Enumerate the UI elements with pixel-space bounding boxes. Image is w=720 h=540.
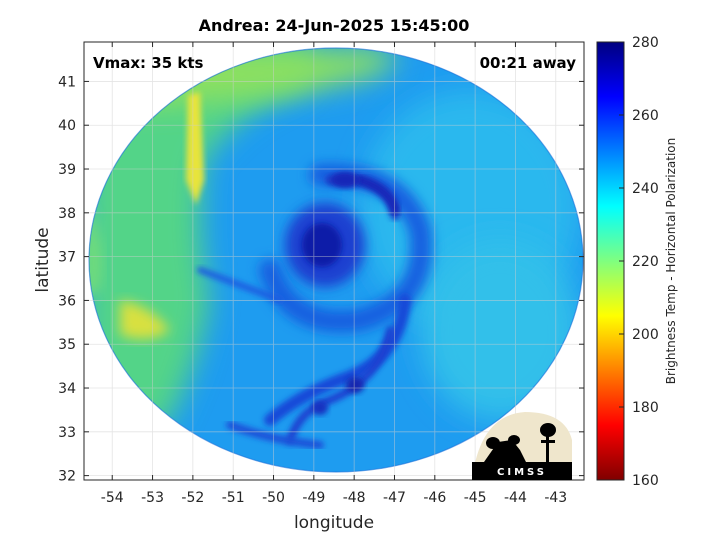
colorbar-tick-label: 180	[632, 400, 659, 416]
y-tick-label: 32	[58, 469, 76, 485]
y-tick-label: 36	[58, 293, 76, 309]
x-tick-label: -52	[181, 490, 204, 506]
y-tick-label: 40	[58, 118, 76, 134]
colorbar-label: Brightness Temp - Horizontal Polarizatio…	[664, 138, 678, 385]
x-tick-label: -51	[222, 490, 245, 506]
x-tick-label: -44	[504, 490, 527, 506]
x-tick-label: -53	[141, 490, 164, 506]
colorbar-tick-label: 260	[632, 108, 659, 124]
cimss-logo: CIMSS	[472, 412, 572, 480]
y-tick-label: 33	[58, 425, 76, 441]
colorbar-tick-label: 200	[632, 327, 659, 343]
y-axis-ticks: 32 33 34 35 36 37 38 39 40 41	[58, 74, 584, 485]
logo-text: CIMSS	[497, 467, 547, 478]
y-tick-label: 41	[58, 74, 76, 90]
time-offset-annotation: 00:21 away	[480, 54, 577, 72]
warm-streak	[186, 92, 204, 205]
x-tick-label: -45	[464, 490, 487, 506]
y-axis-label: latitude	[33, 227, 53, 292]
x-tick-label: -50	[262, 490, 285, 506]
y-tick-label: 34	[58, 381, 76, 397]
colorbar-tick-label: 240	[632, 181, 659, 197]
x-axis-ticks: -54 -53 -52 -51 -50 -49 -48 -47 -46 -45 -44 -43	[101, 42, 567, 506]
x-tick-label: -46	[423, 490, 446, 506]
vmax-annotation: Vmax: 35 kts	[93, 54, 203, 72]
x-tick-label: -49	[302, 490, 325, 506]
y-tick-label: 37	[58, 250, 76, 266]
chart-title: Andrea: 24-Jun-2025 15:45:00	[199, 16, 470, 35]
axes-frame	[83, 41, 585, 481]
y-tick-label: 39	[58, 162, 76, 178]
y-tick-label: 38	[58, 206, 76, 222]
x-tick-label: -54	[101, 490, 124, 506]
colorbar-tick-label: 160	[632, 473, 659, 489]
x-tick-label: -43	[544, 490, 567, 506]
x-tick-label: -47	[383, 490, 406, 506]
colorbar-tick-label: 220	[632, 254, 659, 270]
colorbar-ticks: 160 180 200 220 240 260 280	[619, 35, 659, 489]
y-tick-label: 35	[58, 337, 76, 353]
x-axis-label: longitude	[294, 513, 374, 533]
storm-core-inner	[302, 223, 342, 267]
colorbar-tick-label: 280	[632, 35, 659, 51]
x-tick-label: -48	[343, 490, 366, 506]
warm-region-west	[89, 48, 315, 472]
brightness-temperature-swath	[88, 47, 584, 473]
